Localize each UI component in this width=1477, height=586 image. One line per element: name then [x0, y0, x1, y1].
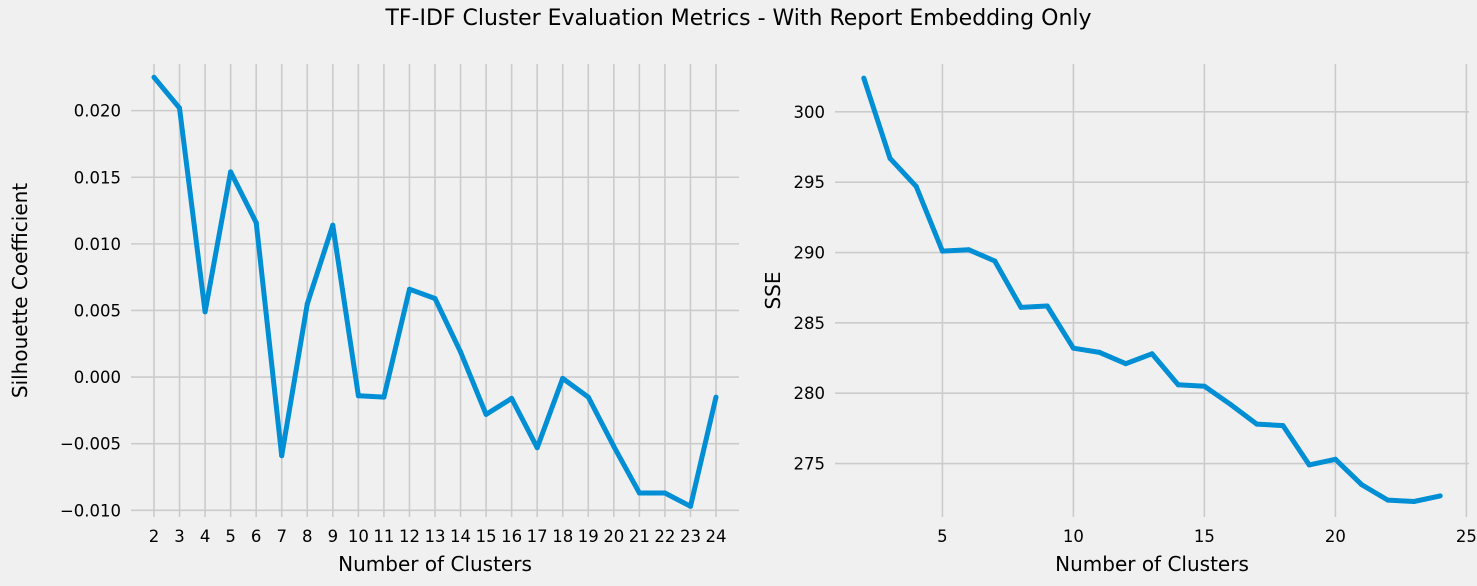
right-data-point [1123, 361, 1129, 367]
right-data-point [1280, 423, 1286, 429]
left-data-point [688, 503, 693, 509]
left-data-point [304, 301, 310, 307]
left-xtick-label: 19 [578, 527, 599, 546]
right-data-point [887, 155, 893, 161]
left-xtick-label: 17 [527, 527, 548, 546]
left-data-point [202, 309, 208, 315]
left-ytick-label: −0.005 [60, 435, 121, 454]
left-y-axis-label: Silhouette Coefficient [8, 183, 32, 398]
right-data-point [1201, 383, 1207, 389]
right-ytick-label: 280 [794, 384, 826, 403]
left-xtick-label: 11 [373, 527, 394, 546]
left-xtick-label: 20 [603, 527, 624, 546]
right-xtick-label: 10 [1063, 527, 1084, 546]
left-xtick-label: 16 [501, 527, 522, 546]
left-xtick-label: 3 [174, 527, 185, 546]
left-xtick-label: 6 [251, 527, 262, 546]
right-data-point [1097, 349, 1103, 355]
right-data-point [1437, 493, 1443, 499]
left-xtick-label: 22 [654, 527, 675, 546]
left-data-point [662, 490, 668, 496]
right-xtick-label: 20 [1325, 527, 1346, 546]
left-ytick-label: 0.000 [74, 368, 121, 387]
right-data-point [1070, 345, 1076, 351]
right-ytick-label: 300 [794, 103, 826, 122]
right-xtick-label: 25 [1456, 527, 1477, 546]
right-data-point [1411, 499, 1417, 504]
left-xtick-label: 7 [276, 527, 287, 546]
left-ytick-label: 0.020 [74, 102, 121, 121]
left-xtick-label: 13 [425, 527, 446, 546]
left-xtick-label: 5 [225, 527, 236, 546]
right-series-line [861, 77, 1441, 504]
right-data-point [1306, 462, 1312, 468]
left-xtick-label: 23 [680, 527, 701, 546]
left-data-point [509, 395, 515, 401]
left-data-point [458, 349, 463, 355]
right-ytick-label: 275 [794, 455, 826, 474]
right-data-point [913, 183, 919, 189]
left-ytick-label: −0.010 [60, 501, 121, 520]
right-data-point [1359, 482, 1365, 488]
left-xtick-label: 12 [399, 527, 420, 546]
right-data-point [861, 75, 867, 81]
left-data-point [611, 443, 617, 449]
right-xtick-label: 15 [1194, 527, 1215, 546]
left-data-point [151, 74, 157, 80]
left-xtick-label: 4 [200, 527, 211, 546]
right-xtick-label: 5 [937, 527, 948, 546]
left-data-point [355, 393, 361, 399]
right-data-point [1175, 382, 1181, 388]
right-y-axis-label: SSE [761, 271, 785, 309]
left-xtick-label: 15 [476, 527, 497, 546]
left-xtick-label: 2 [149, 527, 160, 546]
left-xtick-label: 24 [706, 527, 727, 546]
left-data-point [636, 490, 642, 496]
left-xtick-label: 14 [450, 527, 471, 546]
left-data-point [407, 286, 412, 292]
right-data-point [1332, 456, 1338, 462]
right-data-point [966, 247, 972, 253]
figure-title: TF-IDF Cluster Evaluation Metrics - With… [385, 6, 1092, 31]
left-data-point [330, 222, 336, 228]
right-data-point [1018, 304, 1024, 310]
left-data-point [534, 445, 540, 451]
left-ytick-label: 0.005 [74, 301, 121, 320]
right-data-point [992, 258, 998, 264]
left-data-point [381, 394, 387, 400]
left-data-point [713, 394, 719, 400]
left-xtick-label: 18 [552, 527, 573, 546]
right-data-point [1044, 303, 1050, 309]
right-ytick-label: 285 [794, 314, 826, 333]
left-data-point [228, 169, 234, 175]
right-data-point [1254, 421, 1260, 427]
right-data-point [1385, 497, 1391, 503]
left-xtick-label: 8 [302, 527, 313, 546]
left-ytick-label: 0.010 [74, 235, 121, 254]
left-data-point [253, 220, 259, 226]
left-ytick-label: 0.015 [74, 168, 121, 187]
right-data-point [939, 248, 945, 254]
left-data-point [560, 375, 566, 381]
left-data-point [585, 394, 591, 400]
left-data-point [483, 411, 489, 417]
left-x-axis-label: Number of Clusters [338, 552, 532, 576]
right-data-point [1149, 351, 1155, 357]
left-data-point [177, 105, 182, 111]
left-xtick-label: 10 [348, 527, 369, 546]
right-data-point [1228, 402, 1234, 407]
left-data-point [432, 296, 438, 301]
left-xtick-label: 21 [629, 527, 650, 546]
left-data-point [279, 453, 285, 459]
right-ytick-label: 295 [794, 173, 826, 192]
right-ytick-label: 290 [794, 244, 826, 263]
left-xtick-label: 9 [328, 527, 339, 546]
right-x-axis-label: Number of Clusters [1055, 552, 1249, 576]
